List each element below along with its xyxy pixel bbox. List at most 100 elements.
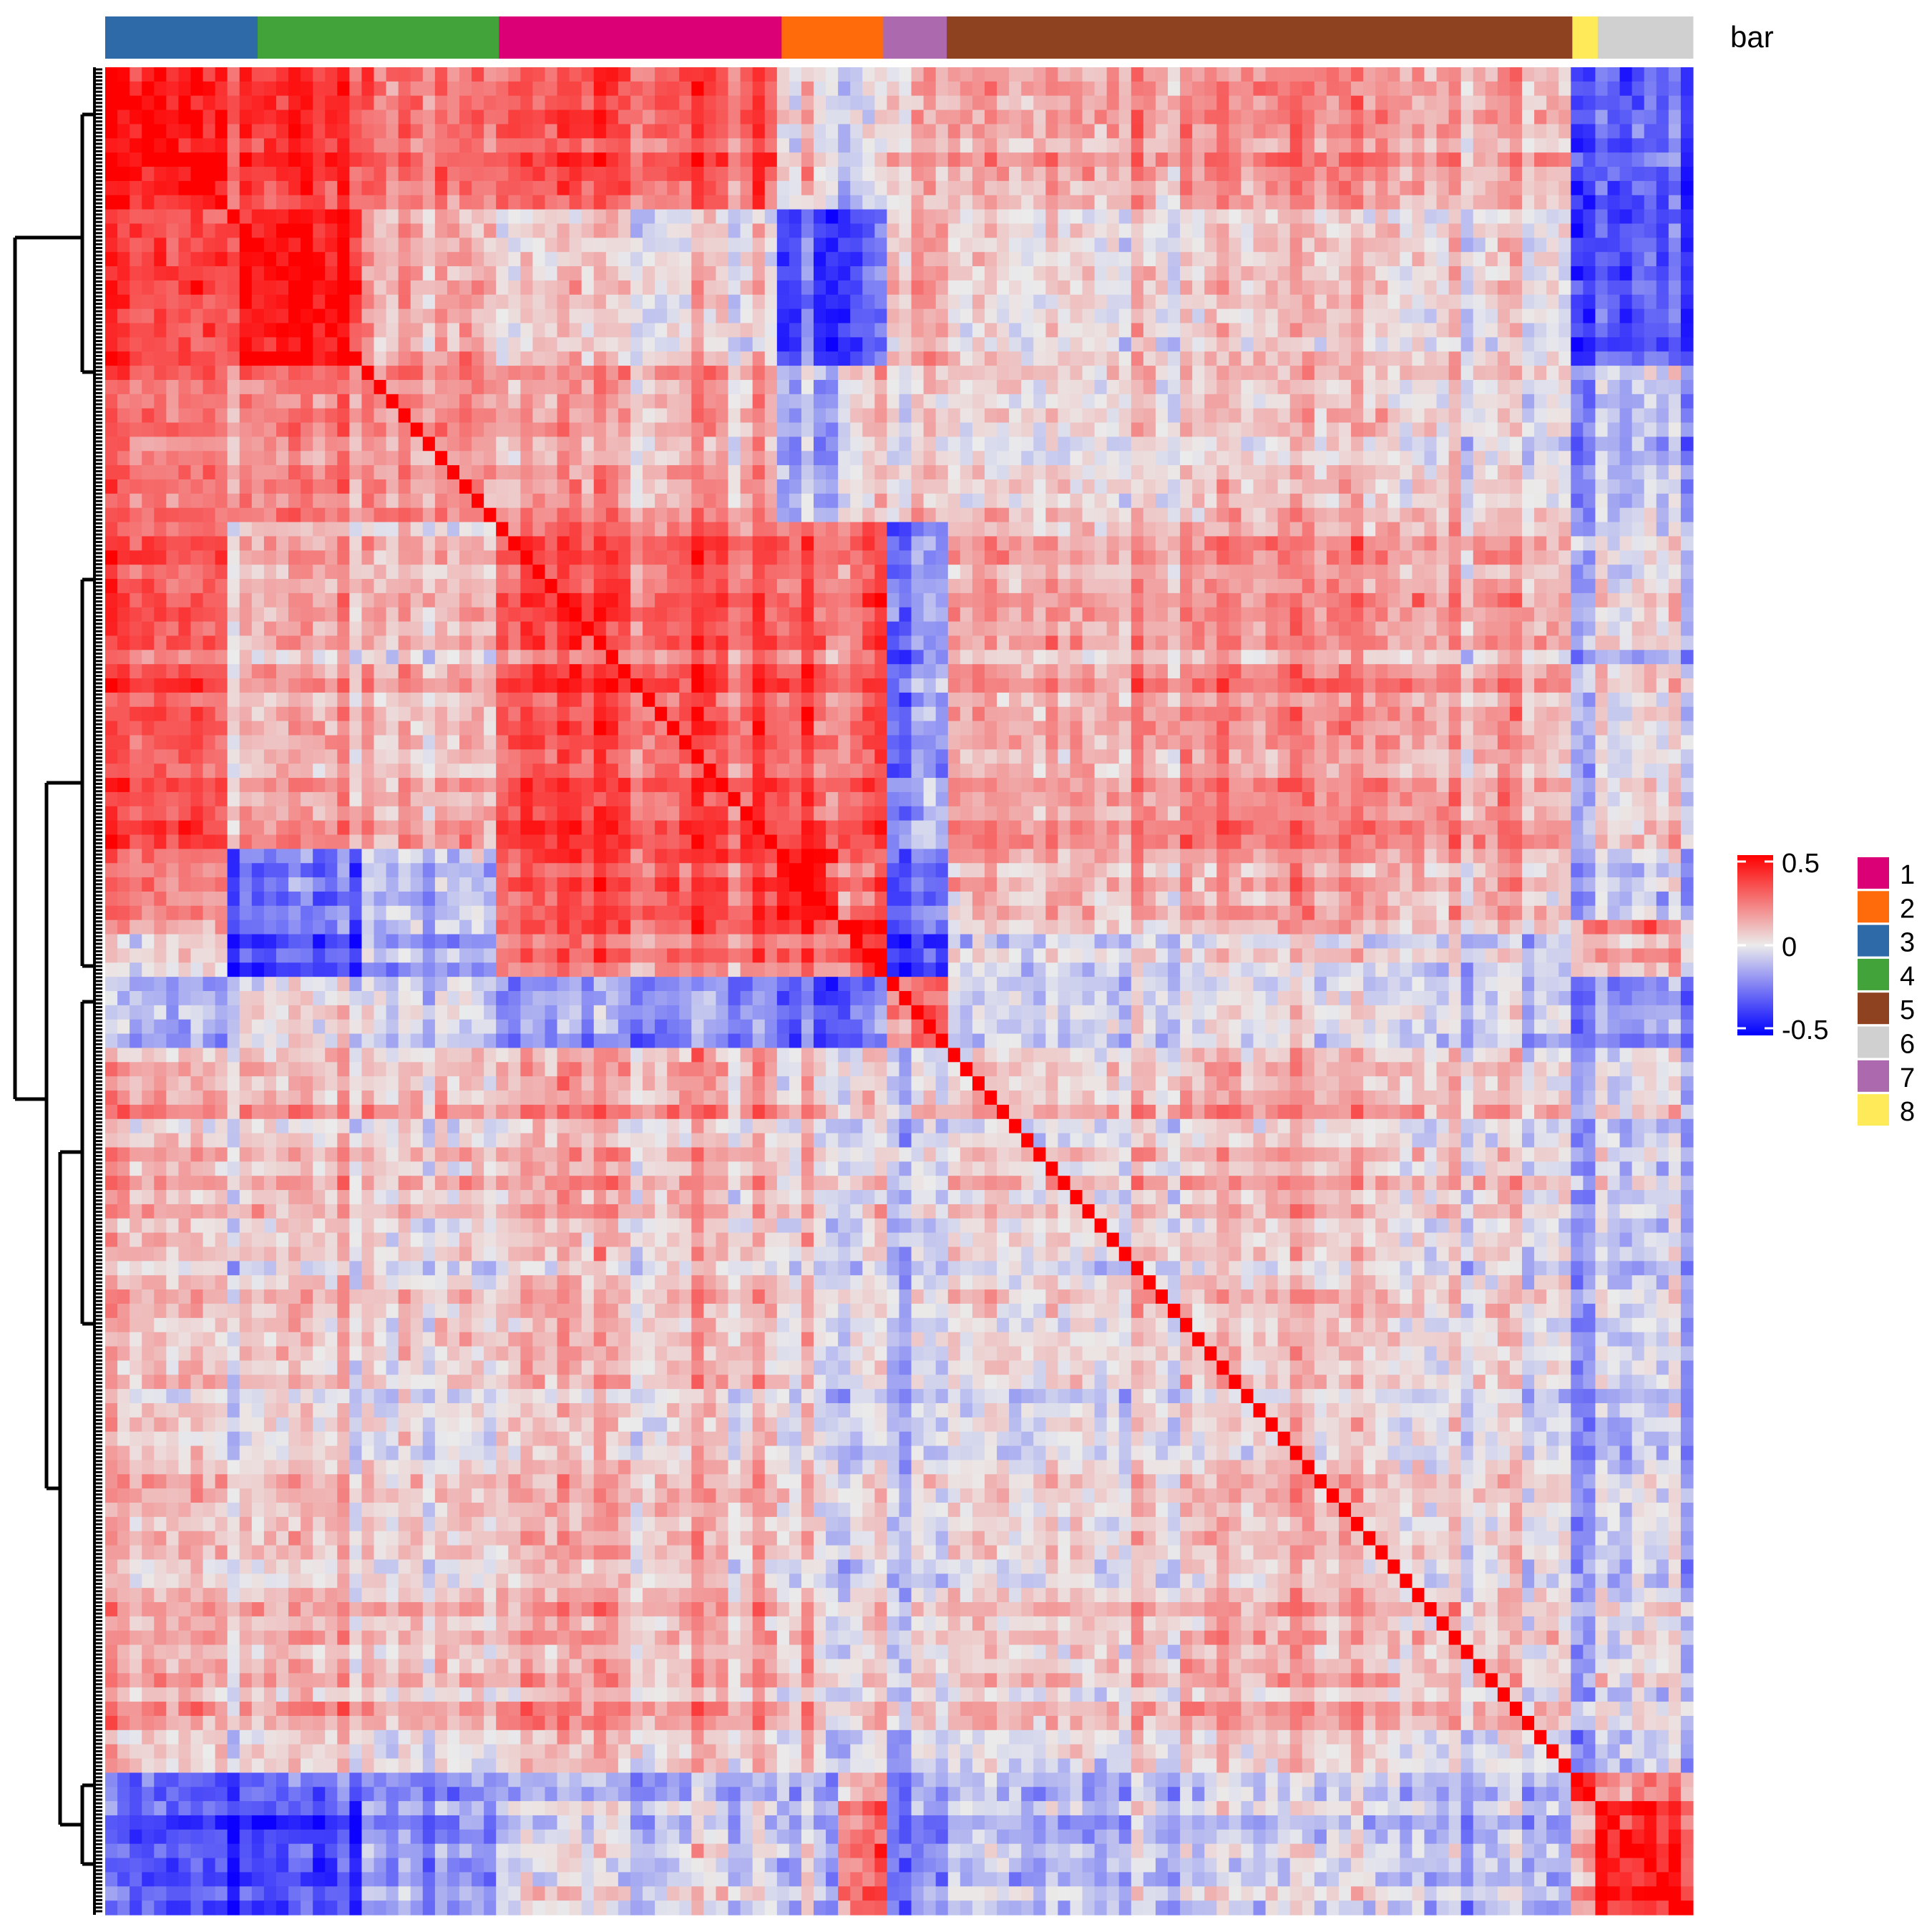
heatmap-cell (850, 379, 863, 395)
heatmap-cell (838, 408, 851, 424)
heatmap-cell (263, 351, 277, 366)
heatmap-cell (801, 167, 814, 182)
heatmap-cell (1143, 422, 1156, 437)
heatmap-cell (1522, 280, 1535, 296)
heatmap-cell (997, 408, 1010, 424)
heatmap-cell (960, 280, 973, 296)
heatmap-cell (691, 95, 704, 111)
heatmap-cell (1522, 507, 1535, 523)
heatmap-cell (1302, 337, 1315, 352)
heatmap-cell (1094, 337, 1108, 352)
heatmap-cell (288, 408, 301, 424)
heatmap-cell (679, 152, 692, 167)
heatmap-cell (1106, 436, 1120, 452)
heatmap-cell (557, 451, 570, 466)
heatmap-cell (667, 167, 680, 182)
heatmap-cell (1668, 95, 1682, 111)
heatmap-cell (716, 465, 729, 480)
heatmap-cell (1180, 124, 1193, 139)
heatmap-cell (1118, 394, 1132, 409)
heatmap-cell (1204, 223, 1217, 238)
heatmap-cell (1424, 465, 1438, 480)
heatmap-cell (1448, 81, 1462, 97)
heatmap-cell (838, 536, 851, 551)
heatmap-cell (630, 223, 643, 238)
heatmap-cell (178, 266, 192, 281)
heatmap-cell (1204, 536, 1217, 551)
heatmap-cell (508, 465, 521, 480)
heatmap-cell (887, 337, 900, 352)
heatmap-cell (1509, 465, 1523, 480)
heatmap-cell (679, 337, 692, 352)
heatmap-cell (349, 436, 363, 452)
heatmap-cell (1118, 479, 1132, 494)
heatmap-cell (313, 195, 326, 210)
heatmap-cell (1106, 536, 1120, 551)
heatmap-cell (1253, 451, 1267, 466)
heatmap-cell (301, 180, 313, 196)
heatmap-cell (1485, 95, 1498, 111)
heatmap-cell (618, 465, 631, 480)
heatmap-cell (1644, 394, 1657, 409)
heatmap-cell (203, 493, 216, 509)
heatmap-cell (1351, 408, 1364, 424)
heatmap-cell (643, 294, 655, 310)
heatmap-cell (679, 238, 692, 253)
heatmap-cell (1045, 337, 1058, 352)
heatmap-cell (911, 394, 924, 409)
heatmap-cell (1607, 238, 1621, 253)
heatmap-cell (337, 422, 350, 437)
heatmap-cell (630, 507, 643, 523)
heatmap-cell (972, 280, 985, 296)
heatmap-cell (1070, 366, 1083, 381)
heatmap-cell (1021, 167, 1034, 182)
heatmap-cell (935, 465, 949, 480)
heatmap-cell (520, 67, 534, 82)
heatmap-cell (142, 366, 155, 381)
heatmap-cell (422, 252, 436, 267)
heatmap-cell (337, 394, 350, 409)
heatmap-cell (1155, 238, 1169, 253)
heatmap-cell (1509, 507, 1523, 523)
heatmap-cell (1009, 109, 1022, 125)
heatmap-cell (1277, 308, 1291, 324)
heatmap-cell (1485, 266, 1498, 281)
heatmap-cell (447, 451, 460, 466)
heatmap-cell (874, 195, 888, 210)
heatmap-cell (1400, 522, 1413, 537)
heatmap-cell (1143, 266, 1156, 281)
heatmap-cell (1106, 422, 1120, 437)
heatmap-cell (166, 493, 180, 509)
heatmap-cell (263, 67, 277, 82)
heatmap-cell (716, 280, 729, 296)
heatmap-cell (374, 95, 387, 111)
heatmap-cell (301, 294, 313, 310)
heatmap-cell (508, 436, 521, 452)
heatmap-cell (398, 294, 411, 310)
heatmap-cell (1363, 479, 1376, 494)
heatmap-cell (1473, 394, 1486, 409)
heatmap-cell (166, 109, 180, 125)
heatmap-cell (1375, 351, 1388, 366)
heatmap-cell (1595, 266, 1609, 281)
heatmap-cell (716, 522, 729, 537)
heatmap-cell (960, 422, 973, 437)
heatmap-cell (862, 167, 875, 182)
heatmap-cell (1314, 422, 1327, 437)
heatmap-cell (1021, 379, 1034, 395)
heatmap-cell (1509, 180, 1523, 196)
heatmap-cell (398, 422, 411, 437)
heatmap-cell (1680, 109, 1694, 125)
heatmap-cell (838, 180, 851, 196)
heatmap-cell (190, 294, 204, 310)
heatmap-cell (679, 550, 692, 565)
heatmap-cell (1192, 238, 1205, 253)
heatmap-cell (361, 266, 375, 281)
heatmap-cell (1460, 81, 1474, 97)
heatmap-cell (374, 436, 387, 452)
heatmap-cell (1155, 507, 1169, 523)
heatmap-cell (1094, 522, 1108, 537)
heatmap-cell (826, 422, 839, 437)
heatmap-cell (1363, 266, 1376, 281)
heatmap-cell (1485, 294, 1498, 310)
